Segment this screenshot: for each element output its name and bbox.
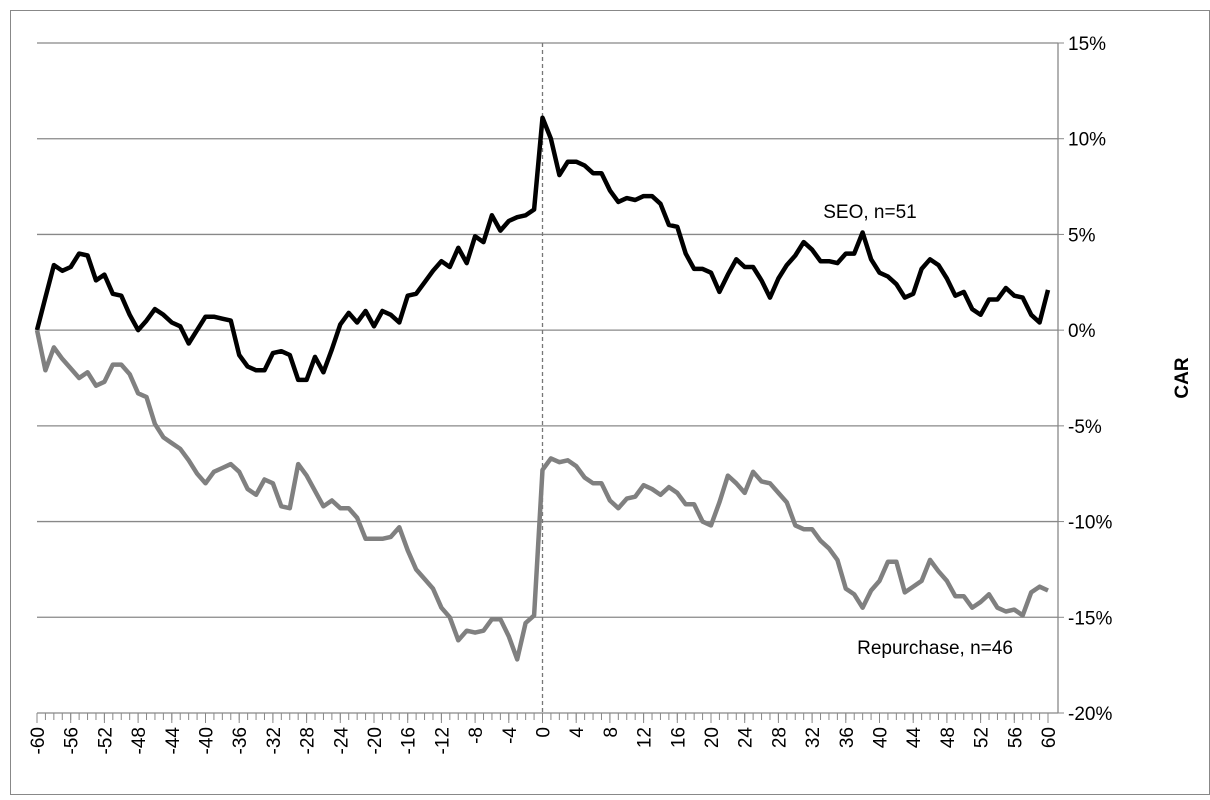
y-tick-label: 10% [1068, 130, 1106, 151]
x-tick-label: -8 [466, 727, 487, 744]
x-tick-label: 12 [635, 727, 656, 748]
x-tick-label: 32 [803, 727, 824, 748]
y-tick-label: -5% [1068, 417, 1102, 438]
x-tick-label: 28 [769, 727, 790, 748]
y-tick-label: 5% [1068, 225, 1096, 246]
x-tick-label: 8 [601, 727, 622, 738]
x-tick-label: -4 [500, 727, 521, 744]
x-tick-label: 4 [567, 727, 588, 738]
x-tick-label: -32 [264, 727, 285, 754]
x-tick-label: -12 [432, 727, 453, 754]
x-tick-label: 44 [904, 727, 925, 749]
chart-frame [10, 10, 1210, 795]
x-tick-label: -56 [62, 727, 83, 754]
y-tick-label: 15% [1068, 34, 1106, 55]
x-tick-label: 20 [702, 727, 723, 748]
series-line [34, 115, 1051, 383]
y-tick-label: -10% [1068, 513, 1112, 534]
series-line [34, 329, 1049, 662]
y-tick-label: 0% [1068, 321, 1096, 342]
x-tick-label: 56 [1005, 727, 1026, 748]
series-label: Repurchase, n=46 [857, 638, 1013, 659]
x-tick-label: -24 [331, 727, 352, 755]
x-tick-label: 48 [938, 727, 959, 748]
x-tick-label: -48 [129, 727, 150, 754]
y-tick-label: -15% [1068, 608, 1112, 629]
x-tick-label: 60 [1039, 727, 1060, 748]
x-tick-label: -36 [230, 727, 251, 754]
x-tick-label: -60 [28, 727, 49, 754]
y-axis-label: CAR [1172, 357, 1193, 398]
x-tick-label: -52 [95, 727, 116, 754]
x-tick-label: 52 [972, 727, 993, 748]
series-label: SEO, n=51 [823, 202, 916, 223]
x-tick-label: 40 [871, 727, 892, 748]
x-tick-label: -40 [197, 727, 218, 754]
y-tick-label: -20% [1068, 704, 1112, 725]
x-tick-label: 36 [837, 727, 858, 748]
x-tick-label: 0 [534, 727, 555, 738]
x-tick-label: -16 [399, 727, 420, 754]
x-tick-label: 16 [668, 727, 689, 748]
x-tick-label: -28 [298, 727, 319, 754]
x-tick-label: -20 [365, 727, 386, 754]
x-tick-label: 24 [736, 727, 757, 749]
x-tick-label: -44 [163, 727, 184, 755]
